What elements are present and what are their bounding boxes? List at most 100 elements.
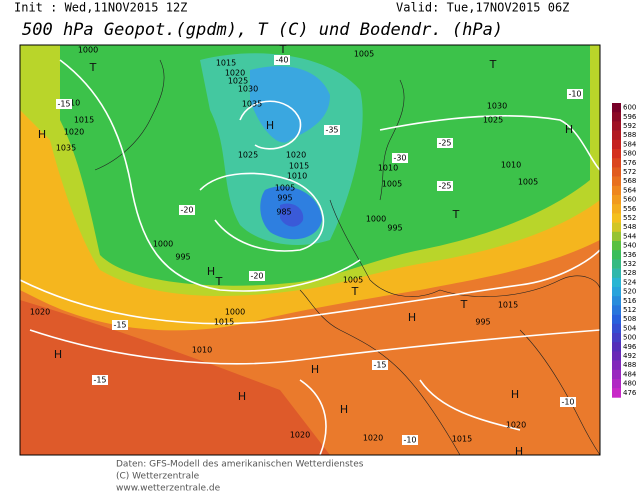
colorbar-segment [612,259,621,269]
pressure-center: H [38,128,46,141]
colorbar-segment [612,388,621,398]
isobar [239,100,302,150]
contour-label: -25 [438,139,451,148]
contour-label: 1010 [192,346,212,355]
colorbar-segment [612,241,621,251]
colorbar-label: 580 [623,150,636,158]
colorbar-segment [612,176,621,187]
colorbar-label: 552 [623,214,636,222]
contour-label: 995 [277,194,292,203]
colorbar-segment [612,167,621,177]
colorbar-label: 556 [623,205,637,213]
contour-label: 985 [276,208,291,217]
isobar [59,59,361,292]
label-box [402,435,418,445]
colorbar-label: 508 [623,315,636,323]
label-box [324,125,340,135]
init-time: Init : Wed,11NOV2015 12Z [14,1,187,15]
colorbar-segment [612,195,621,205]
colorbar-segment [612,305,621,315]
colorbar-label: 596 [623,113,637,121]
footer-line: www.wetterzentrale.de [116,484,221,494]
pressure-center: H [340,403,348,416]
pressure-center: T [489,58,497,71]
contour-label: -40 [275,56,288,65]
contour-label: -30 [393,154,406,163]
colorbar-segment [612,351,621,361]
contour-label: 1000 [153,240,173,249]
colorbar-label: 512 [623,306,636,314]
label-box [437,138,453,148]
colorbar-label: 480 [623,380,636,388]
pressure-center: H [565,123,573,136]
label-box [372,360,388,370]
contour-label: -10 [561,398,574,407]
colorbar-label: 532 [623,260,636,268]
contour-label: 1030 [487,102,507,111]
colorbar-label: 576 [623,159,637,167]
contour-label: 1035 [242,100,262,109]
colorbar-label: 500 [623,334,636,342]
pressure-center: H [515,445,523,458]
contour-label: -15 [93,376,106,385]
contour-label: 1020 [290,431,310,440]
colorbar-label: 536 [623,251,637,259]
contour-label: 1015 [216,59,236,68]
colorbar-label: 572 [623,168,636,176]
colorbar-label: 524 [623,278,637,286]
label-box [56,99,72,109]
isotherm [19,249,601,325]
colorbar-label: 540 [623,242,636,250]
map-labels: 1000T10151020102510301035HT1005T10101015… [30,43,583,458]
isobar [199,172,325,252]
pressure-center: H [511,388,519,401]
contour-label: 1000 [78,46,98,55]
contour-label: -10 [403,436,416,445]
colorbar-segment [612,112,621,122]
footer-line: (C) Wetterzentrale [116,472,200,482]
label-box [112,320,128,330]
contour-label: 1025 [483,116,503,125]
colorbar-segment [612,222,621,233]
colorbar-segment [612,323,621,334]
colorbar-label: 484 [623,370,637,378]
pressure-center: T [452,208,460,221]
footer-line: Daten: GFS-Modell des amerikanischen Wet… [116,460,364,470]
contour-label: 1015 [214,318,234,327]
label-box [567,89,583,99]
label-box [249,271,265,281]
contour-label: 1020 [225,69,245,78]
colorbar-label: 584 [623,140,637,148]
contour-label: -20 [180,206,193,215]
contour-label: 1020 [286,151,306,160]
colorbar-label: 560 [623,196,636,204]
colorbar-segment [612,103,621,113]
contour-label: -25 [438,182,451,191]
colorbar-segment [612,130,621,141]
pressure-center: T [215,275,223,288]
colorbar-segment [612,333,621,343]
colorbar-segment [612,149,621,159]
contour-label: 1020 [64,128,84,137]
pressure-center: H [408,311,416,324]
coastlines [94,59,601,456]
colorbar-segment [612,185,621,196]
colorbar-segment [612,369,621,380]
contour-label: 1010 [378,164,398,173]
colorbar-label: 592 [623,122,636,130]
colorbar-label: 492 [623,352,636,360]
colorbar-label: 504 [623,324,637,332]
colorbar-segment [612,139,621,150]
pressure-center: H [54,348,62,361]
map-title: 500 hPa Geopot.(gpdm), T (C) und Bodendr… [22,20,503,40]
label-box [437,181,453,191]
contour-label: 995 [175,253,190,262]
colorbar-label: 528 [623,269,636,277]
contour-label: 1025 [238,151,258,160]
warm-area [20,300,330,455]
colorbar-segment [612,231,621,242]
contour-label: 1030 [238,85,258,94]
contour-label: 1005 [275,184,295,193]
colorbar-segment [612,121,621,131]
